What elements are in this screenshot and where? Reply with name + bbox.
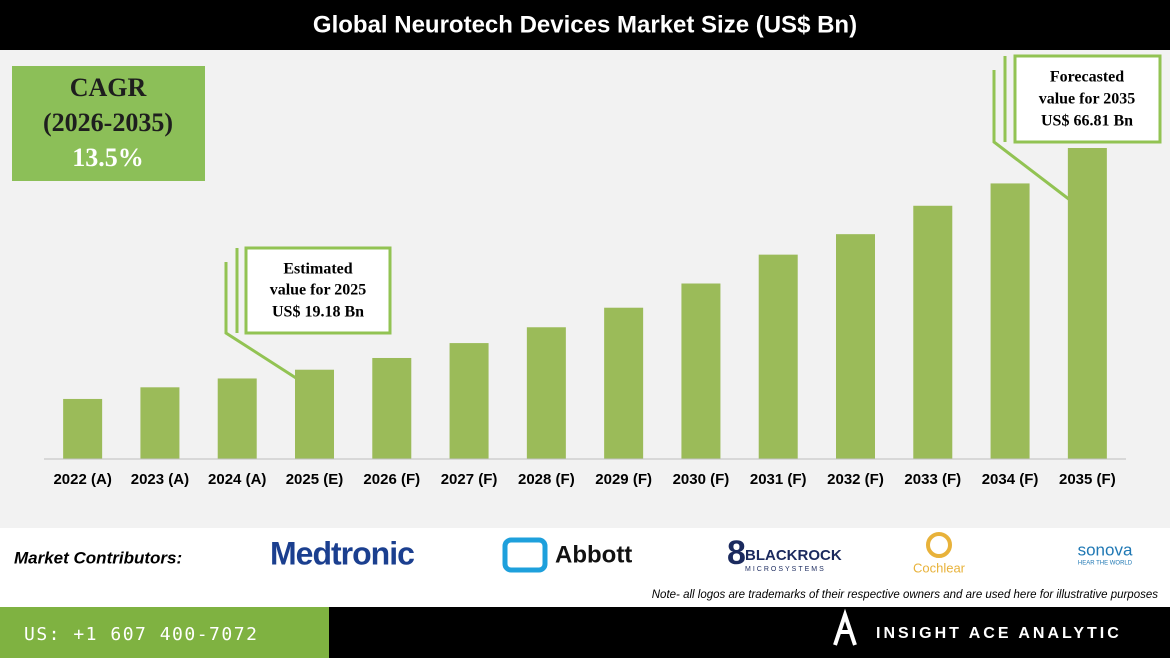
cagr-value: 13.5% <box>72 143 144 172</box>
logo-icon <box>502 537 548 573</box>
logo-text: MICROSYSTEMS <box>745 566 826 573</box>
x-tick-label: 2031 (F) <box>750 471 807 488</box>
x-tick-label: 2035 (F) <box>1059 471 1116 488</box>
bar <box>449 343 489 459</box>
x-tick-label: 2023 (A) <box>131 471 189 488</box>
logo-text: sonova <box>1078 540 1133 559</box>
bar <box>140 387 180 459</box>
annotation-line: value for 2025 <box>270 282 367 299</box>
bar <box>217 378 257 459</box>
phone: US: +1 607 400-7072 <box>24 624 258 645</box>
x-tick-label: 2029 (F) <box>595 471 652 488</box>
x-tick-label: 2032 (F) <box>827 471 884 488</box>
logo-icon: 8 <box>727 534 746 572</box>
bar <box>604 307 644 459</box>
bar <box>758 254 798 459</box>
brand: INSIGHT ACE ANALYTIC <box>876 625 1122 642</box>
note: Note- all logos are trademarks of their … <box>652 589 1158 601</box>
bar <box>526 327 566 459</box>
logo-text: HEAR THE WORLD <box>1078 561 1133 567</box>
bar <box>1067 148 1107 459</box>
logo-text: Medtronic <box>270 535 414 571</box>
logo-text: Abbott <box>555 541 632 568</box>
annotation-line: value for 2035 <box>1039 91 1136 108</box>
annotation-line: Estimated <box>283 261 352 278</box>
cagr-box <box>12 66 205 181</box>
brand-icon <box>833 608 857 646</box>
annotation-line: US$ 19.18 Bn <box>272 304 364 321</box>
chart-title: Global Neurotech Devices Market Size (US… <box>313 11 857 38</box>
phone-band <box>0 607 329 658</box>
bar <box>836 234 875 459</box>
x-tick-label: 2027 (F) <box>441 471 498 488</box>
annotation-frame <box>224 54 1162 380</box>
x-tick-label: 2025 (E) <box>286 471 344 488</box>
x-tick-label: 2022 (A) <box>53 471 111 488</box>
contributors-label: Market Contributors: <box>14 548 182 567</box>
x-tick-label: 2033 (F) <box>904 471 961 488</box>
x-tick-label: 2034 (F) <box>982 471 1039 488</box>
x-tick-label: 2024 (A) <box>208 471 266 488</box>
bar <box>295 369 334 459</box>
bar <box>63 398 103 459</box>
logo-text: Cochlear <box>913 560 966 575</box>
logo-icon <box>926 532 952 558</box>
cagr-label: CAGR <box>70 73 147 102</box>
bar <box>913 205 953 459</box>
annotation-line: Forecasted <box>1050 69 1124 86</box>
bar <box>681 283 721 459</box>
brand-band <box>329 607 1170 658</box>
logo-text: BLACKROCK <box>745 547 842 564</box>
bar <box>372 357 412 459</box>
title-bar <box>0 0 1170 50</box>
x-tick-label: 2026 (F) <box>363 471 420 488</box>
annotation-line: US$ 66.81 Bn <box>1041 113 1133 130</box>
x-tick-label: 2030 (F) <box>673 471 730 488</box>
x-tick-label: 2028 (F) <box>518 471 575 488</box>
bar <box>990 183 1030 459</box>
cagr-period: (2026-2035) <box>43 108 173 137</box>
bars <box>63 148 1107 459</box>
contributors-band <box>0 528 1170 607</box>
